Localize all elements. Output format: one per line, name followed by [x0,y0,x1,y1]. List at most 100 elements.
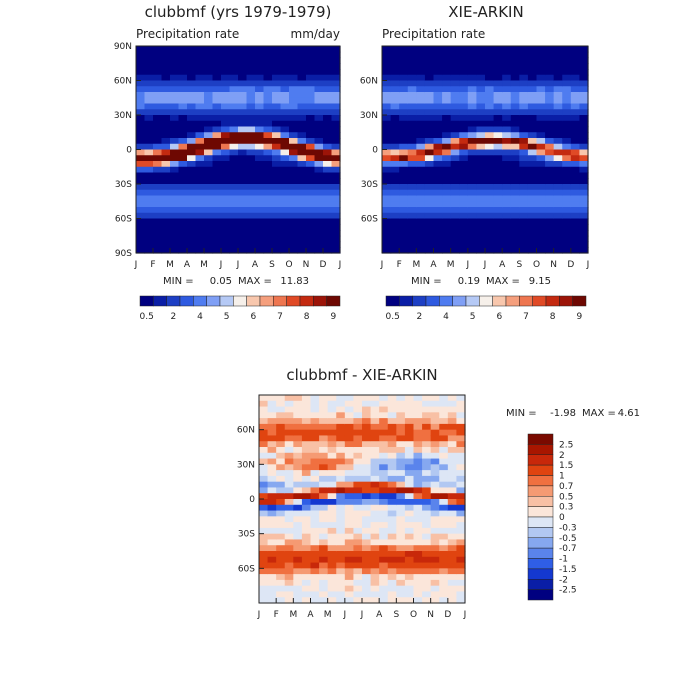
heatmap-cell [407,161,417,168]
heatmap-cell [238,138,248,145]
heatmap-cell [467,218,478,225]
heatmap-cell [430,562,440,569]
heatmap-cell [536,80,546,87]
heatmap-cell [195,69,205,76]
heatmap-cell [382,97,392,105]
heatmap-cell [439,522,449,529]
heatmap-cell [319,585,329,593]
heatmap-cell [170,86,180,93]
heatmap-cell [204,92,214,99]
heatmap-cell [459,97,469,105]
heatmap-cell [390,189,400,197]
heatmap-cell [433,149,443,156]
heatmap-cell [510,63,520,70]
heatmap-cell [407,115,417,122]
heatmap-cell [416,143,426,151]
heatmap-cell [467,166,478,174]
heatmap-cell [293,585,303,593]
heatmap-cell [399,155,409,162]
heatmap-cell [439,551,449,558]
heatmap-cell [144,103,154,110]
heatmap-cell [424,166,435,174]
heatmap-cell [310,395,320,402]
heatmap-cell [272,166,282,174]
heatmap-cell [502,195,512,202]
heatmap-cell [353,400,363,408]
heatmap-cell [536,218,546,225]
heatmap-cell [422,423,432,431]
heatmap-cell [221,149,231,156]
heatmap-cell [255,241,265,248]
heatmap-cell [195,189,205,197]
heatmap-cell [553,241,563,248]
heatmap-cell [161,172,171,179]
heatmap-cell [289,97,299,105]
heatmap-cell [212,201,222,208]
heatmap-cell [267,539,277,546]
heatmap-cell [153,126,163,133]
heatmap-cell [221,69,231,76]
heatmap-cell [570,115,581,122]
heatmap-cell [382,241,392,248]
heatmap-cell [553,80,563,87]
heatmap-cell [476,201,486,208]
heatmap-cell [153,212,163,220]
heatmap-cell [387,423,397,431]
heatmap-cell [413,493,423,500]
heatmap-cell [212,126,222,133]
heatmap-cell [238,109,248,116]
heatmap-cell [450,138,460,145]
heatmap-cell [284,464,294,471]
heatmap-cell [289,103,299,110]
heatmap-cell [379,400,389,408]
heatmap-cell [450,86,460,93]
heatmap-cell [280,86,290,93]
colorbar-label: 8 [550,312,556,322]
heatmap-cell [238,143,248,151]
panel-obs-title: XIE-ARKIN [448,3,523,21]
heatmap-cell [259,395,269,402]
heatmap-cell [293,435,303,442]
heatmap-cell [310,574,320,581]
heatmap-cell [212,86,222,93]
heatmap-cell [246,115,256,122]
heatmap-cell [331,51,341,59]
heatmap-cell [195,51,205,59]
colorbar-swatch [527,568,554,580]
heatmap-cell [439,556,449,564]
heatmap-cell [390,63,400,70]
y-tick-label: 30N [360,111,378,121]
heatmap-cell [259,458,269,465]
heatmap-cell [259,423,269,431]
heatmap-cell [178,120,188,128]
heatmap-cell [447,481,458,489]
heatmap-cell [416,109,426,116]
colorbar-label: 4 [197,312,203,322]
heatmap-cell [450,46,460,53]
heatmap-cell [510,201,520,208]
heatmap-cell [267,527,277,535]
heatmap-cell [390,172,400,179]
heatmap-cell [267,406,277,413]
heatmap-cell [387,533,397,541]
heatmap-cell [536,126,546,133]
heatmap-cell [459,235,469,243]
heatmap-cell [323,178,333,185]
heatmap-cell [284,481,294,489]
heatmap-cell [527,201,538,208]
heatmap-cell [476,132,486,139]
heatmap-cell [344,551,355,558]
heatmap-cell [485,109,495,116]
heatmap-cell [510,80,520,87]
heatmap-cell [331,132,341,139]
heatmap-cell [422,516,432,523]
heatmap-cell [259,493,269,500]
heatmap-cell [485,201,495,208]
heatmap-cell [323,166,333,174]
heatmap-cell [238,69,248,76]
heatmap-cell [229,115,239,122]
heatmap-cell [187,51,197,59]
heatmap-cell [161,241,171,248]
heatmap-cell [456,470,466,477]
